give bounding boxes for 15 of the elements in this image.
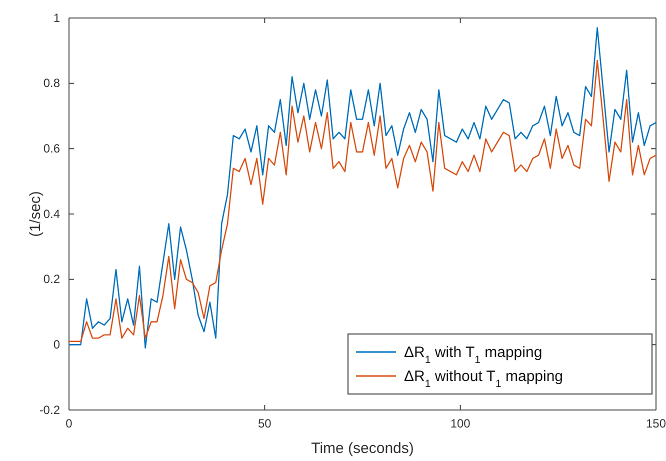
y-tick-label: 0.6 bbox=[43, 142, 60, 156]
y-tick-label: -0.2 bbox=[39, 402, 60, 417]
x-tick-label: 150 bbox=[646, 416, 666, 431]
x-tick-label: 0 bbox=[66, 416, 73, 431]
y-axis-title: (1/sec) bbox=[27, 191, 44, 237]
legend-label: ΔR$_{1}$ without T$_{1}$ mapping bbox=[404, 368, 564, 390]
y-tick-label: 0.2 bbox=[43, 272, 60, 286]
y-tick-label: 0.4 bbox=[43, 206, 60, 221]
x-tick-label: 50 bbox=[258, 416, 272, 431]
legend-label: ΔR$_{1}$ with T$_{1}$ mapping bbox=[404, 344, 542, 366]
y-tick-label: 0.8 bbox=[43, 76, 60, 90]
y-tick-label: 1 bbox=[53, 10, 60, 25]
y-tick-label: 0 bbox=[53, 338, 60, 352]
x-tick-label: 100 bbox=[450, 416, 471, 431]
x-axis-title: Time (seconds) bbox=[311, 440, 414, 457]
